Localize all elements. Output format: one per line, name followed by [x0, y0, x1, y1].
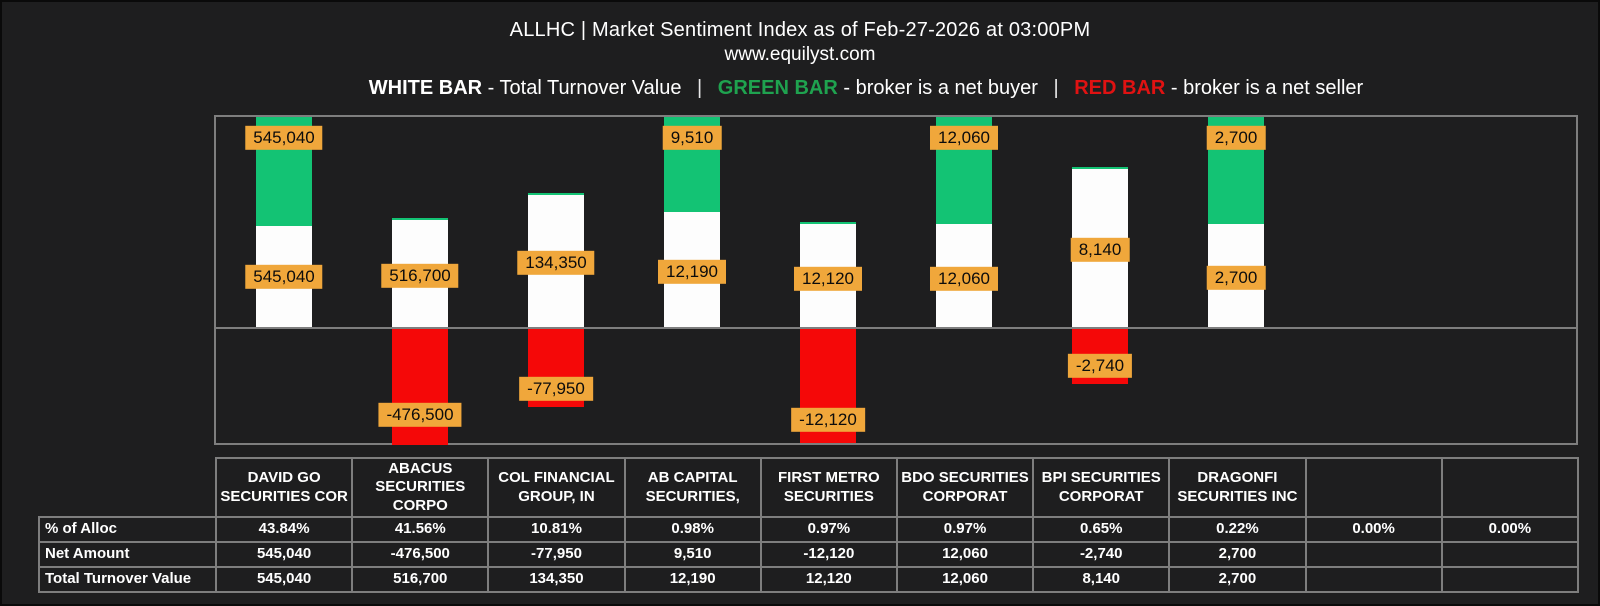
bar-value-label: 545,040 — [245, 125, 323, 151]
bar-value-label: 9,510 — [662, 125, 722, 151]
broker-header-cell: ABACUS SECURITIES CORPO — [351, 457, 490, 518]
value-cell: 0.97% — [759, 516, 898, 543]
bar-value-label: 12,190 — [658, 259, 726, 285]
value-cell: 0.65% — [1032, 516, 1171, 543]
value-cell: 12,060 — [895, 541, 1035, 568]
legend-desc-red-bar: - broker is a net seller — [1165, 77, 1364, 99]
value-cell: 0.00% — [1440, 516, 1580, 543]
value-cell: 516,700 — [351, 566, 490, 593]
legend-key-green-bar: GREEN BAR — [717, 77, 838, 99]
row-label-cell: Total Turnover Value — [38, 566, 217, 593]
value-cell: 545,040 — [214, 566, 354, 593]
legend-key-white-bar: WHITE BAR — [368, 77, 483, 99]
legend-key-red-bar: RED BAR — [1074, 77, 1166, 99]
value-cell: 8,140 — [1032, 566, 1171, 593]
value-cell: 0.97% — [895, 516, 1035, 543]
table-corner-cell — [39, 458, 216, 517]
value-cell: 12,060 — [895, 566, 1035, 593]
broker-header-cell — [1440, 457, 1580, 518]
value-cell: 134,350 — [487, 566, 626, 593]
page-title: ALLHC | Market Sentiment Index as of Feb… — [509, 19, 1091, 41]
broker-header-cell: AB CAPITAL SECURITIES, — [623, 457, 762, 518]
table-row: Net Amount 545,040 -476,500 -77,950 9,510 -12… — [38, 541, 1580, 568]
summary-table-container: DAVID GO SECURITIES COR ABACUS SECURITIES… — [38, 457, 1580, 593]
bar-value-label: 12,060 — [930, 125, 998, 151]
bar-value-label: 134,350 — [517, 250, 595, 276]
broker-header-cell: DAVID GO SECURITIES COR — [214, 457, 354, 518]
bar-value-label: 8,140 — [1070, 237, 1130, 263]
legend-separator: | — [691, 77, 708, 99]
value-cell: -12,120 — [759, 541, 898, 568]
value-cell: 545,040 — [214, 541, 354, 568]
table-header-row: DAVID GO SECURITIES COR ABACUS SECURITIES… — [39, 457, 1580, 518]
value-cell: 0.22% — [1168, 516, 1307, 543]
value-cell: 2,700 — [1168, 541, 1307, 568]
bar-value-label: 516,700 — [381, 263, 459, 289]
broker-header-cell: BDO SECURITIES CORPORAT — [895, 457, 1035, 518]
bar-value-label: 12,120 — [794, 266, 862, 292]
value-cell: 43.84% — [214, 516, 354, 543]
bar-value-label: -77,950 — [519, 376, 593, 402]
legend-desc-white-bar: - Total Turnover Value — [482, 77, 682, 99]
value-cell: 0.98% — [623, 516, 762, 543]
bar-value-label: 545,040 — [245, 264, 323, 290]
value-cell: 12,190 — [623, 566, 762, 593]
chart-legend: WHITE BAR - Total Turnover Value | GREEN… — [68, 77, 1598, 100]
bar-value-label: -476,500 — [378, 402, 462, 428]
value-cell — [1440, 566, 1580, 593]
website-url: www.equilyst.com — [724, 44, 876, 65]
row-label-cell: % of Alloc — [38, 516, 217, 543]
bar-value-label: -2,740 — [1067, 353, 1133, 379]
legend-separator: | — [1047, 77, 1065, 99]
chart-plot: 545,040 545,040 516,700 -476,500 134,350 -77,… — [214, 115, 1578, 445]
broker-header-cell: COL FINANCIAL GROUP, IN — [487, 457, 626, 518]
value-cell: 0.00% — [1304, 516, 1443, 543]
value-cell: 9,510 — [623, 541, 762, 568]
row-label-cell: Net Amount — [38, 541, 217, 568]
broker-header-cell: FIRST METRO SECURITIES — [759, 457, 898, 518]
value-cell: 41.56% — [351, 516, 490, 543]
broker-header-cell — [1304, 457, 1443, 518]
value-cell — [1304, 541, 1443, 568]
value-cell: 12,120 — [759, 566, 898, 593]
broker-header-cell: DRAGONFI SECURITIES INC — [1168, 457, 1307, 518]
legend-desc-green-bar: - broker is a net buyer — [837, 77, 1038, 99]
value-cell — [1304, 566, 1443, 593]
table-row: Total Turnover Value 545,040 516,700 134,35… — [38, 566, 1580, 593]
broker-header-cell: BPI SECURITIES CORPORAT — [1032, 457, 1171, 518]
zero-axis-line — [216, 327, 1576, 329]
value-cell: 10.81% — [487, 516, 626, 543]
bar-value-label: 12,060 — [930, 266, 998, 292]
value-cell — [1440, 541, 1580, 568]
table-row: % of Alloc 43.84% 41.56% 10.81% 0.98% 0.97% 0.… — [38, 516, 1580, 543]
value-cell: -2,740 — [1032, 541, 1171, 568]
bar-value-label: 2,700 — [1206, 125, 1266, 151]
value-cell: -476,500 — [351, 541, 490, 568]
summary-table: DAVID GO SECURITIES COR ABACUS SECURITIES… — [38, 457, 1580, 593]
value-cell: -77,950 — [487, 541, 626, 568]
value-cell: 2,700 — [1168, 566, 1307, 593]
bar-value-label: -12,120 — [791, 407, 865, 433]
bar-value-label: 2,700 — [1206, 265, 1266, 291]
bar-segment-net-sell — [392, 329, 448, 445]
